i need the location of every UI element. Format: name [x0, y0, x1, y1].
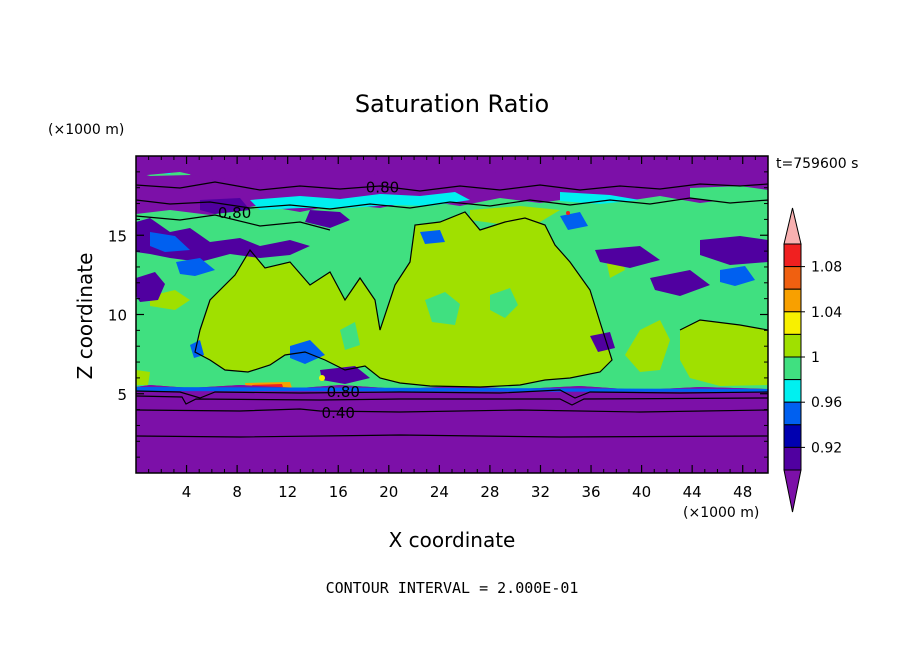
contour-label: 0.40 — [322, 404, 355, 422]
chart-title: Saturation Ratio — [355, 90, 549, 118]
x-tick-label: 28 — [480, 483, 499, 501]
colorbar-label: 1 — [811, 350, 820, 366]
contour-field — [136, 156, 768, 473]
colorbar-label: 0.96 — [811, 395, 842, 411]
y-axis-label: Z coordinate — [73, 253, 97, 380]
colorbar-min-arrow — [783, 469, 802, 513]
x-tick-label: 4 — [182, 483, 192, 501]
x-tick-label: 48 — [733, 483, 752, 501]
colorbar-segment — [783, 379, 802, 403]
x-tick-label: 32 — [531, 483, 550, 501]
x-tick-label: 44 — [683, 483, 702, 501]
contour-label: 0.80 — [327, 383, 360, 401]
y-tick-label: 10 — [108, 307, 127, 325]
colorbar-label: 1.04 — [811, 305, 842, 321]
colorbar-segment — [783, 356, 802, 381]
colorbar-segment — [783, 446, 802, 471]
x-axis-ticks: 4 8 12 16 20 24 28 32 36 40 44 48 — [148, 156, 756, 501]
colorbar-label: 1.08 — [811, 260, 842, 276]
colorbar-segment — [783, 333, 802, 358]
contour-label: 0.80 — [218, 204, 251, 222]
y-axis-ticks: 5 10 15 — [108, 171, 768, 458]
contour-label: 0.80 — [366, 179, 399, 197]
colorbar-max-arrow — [783, 207, 802, 245]
y-tick-label: 15 — [108, 227, 127, 245]
colorbar-segment — [783, 311, 802, 335]
colorbar-segment — [783, 288, 802, 313]
x-tick-label: 16 — [329, 483, 348, 501]
x-tick-label: 20 — [379, 483, 398, 501]
x-tick-label: 8 — [232, 483, 242, 501]
time-label: t=759600 s — [776, 156, 858, 172]
x-tick-label: 12 — [278, 483, 297, 501]
x-tick-label: 24 — [430, 483, 449, 501]
colorbar: 1.08 1.04 1 0.96 0.92 — [783, 207, 842, 513]
colorbar-segment — [783, 401, 802, 426]
x-axis-label: X coordinate — [389, 528, 516, 552]
x-tick-label: 36 — [581, 483, 600, 501]
y-unit-label: (×1000 m) — [48, 122, 124, 138]
x-tick-label: 40 — [632, 483, 651, 501]
colorbar-label: 0.92 — [811, 440, 842, 456]
colorbar-segment — [783, 243, 802, 268]
colorbar-segment — [783, 266, 802, 290]
contour-labels: 0.80 0.80 0.80 0.40 — [218, 179, 399, 422]
y-tick-label: 5 — [117, 386, 127, 404]
contour-interval-label: CONTOUR INTERVAL = 2.000E-01 — [326, 579, 579, 597]
x-unit-label: (×1000 m) — [683, 505, 759, 521]
colorbar-segment — [783, 424, 802, 448]
